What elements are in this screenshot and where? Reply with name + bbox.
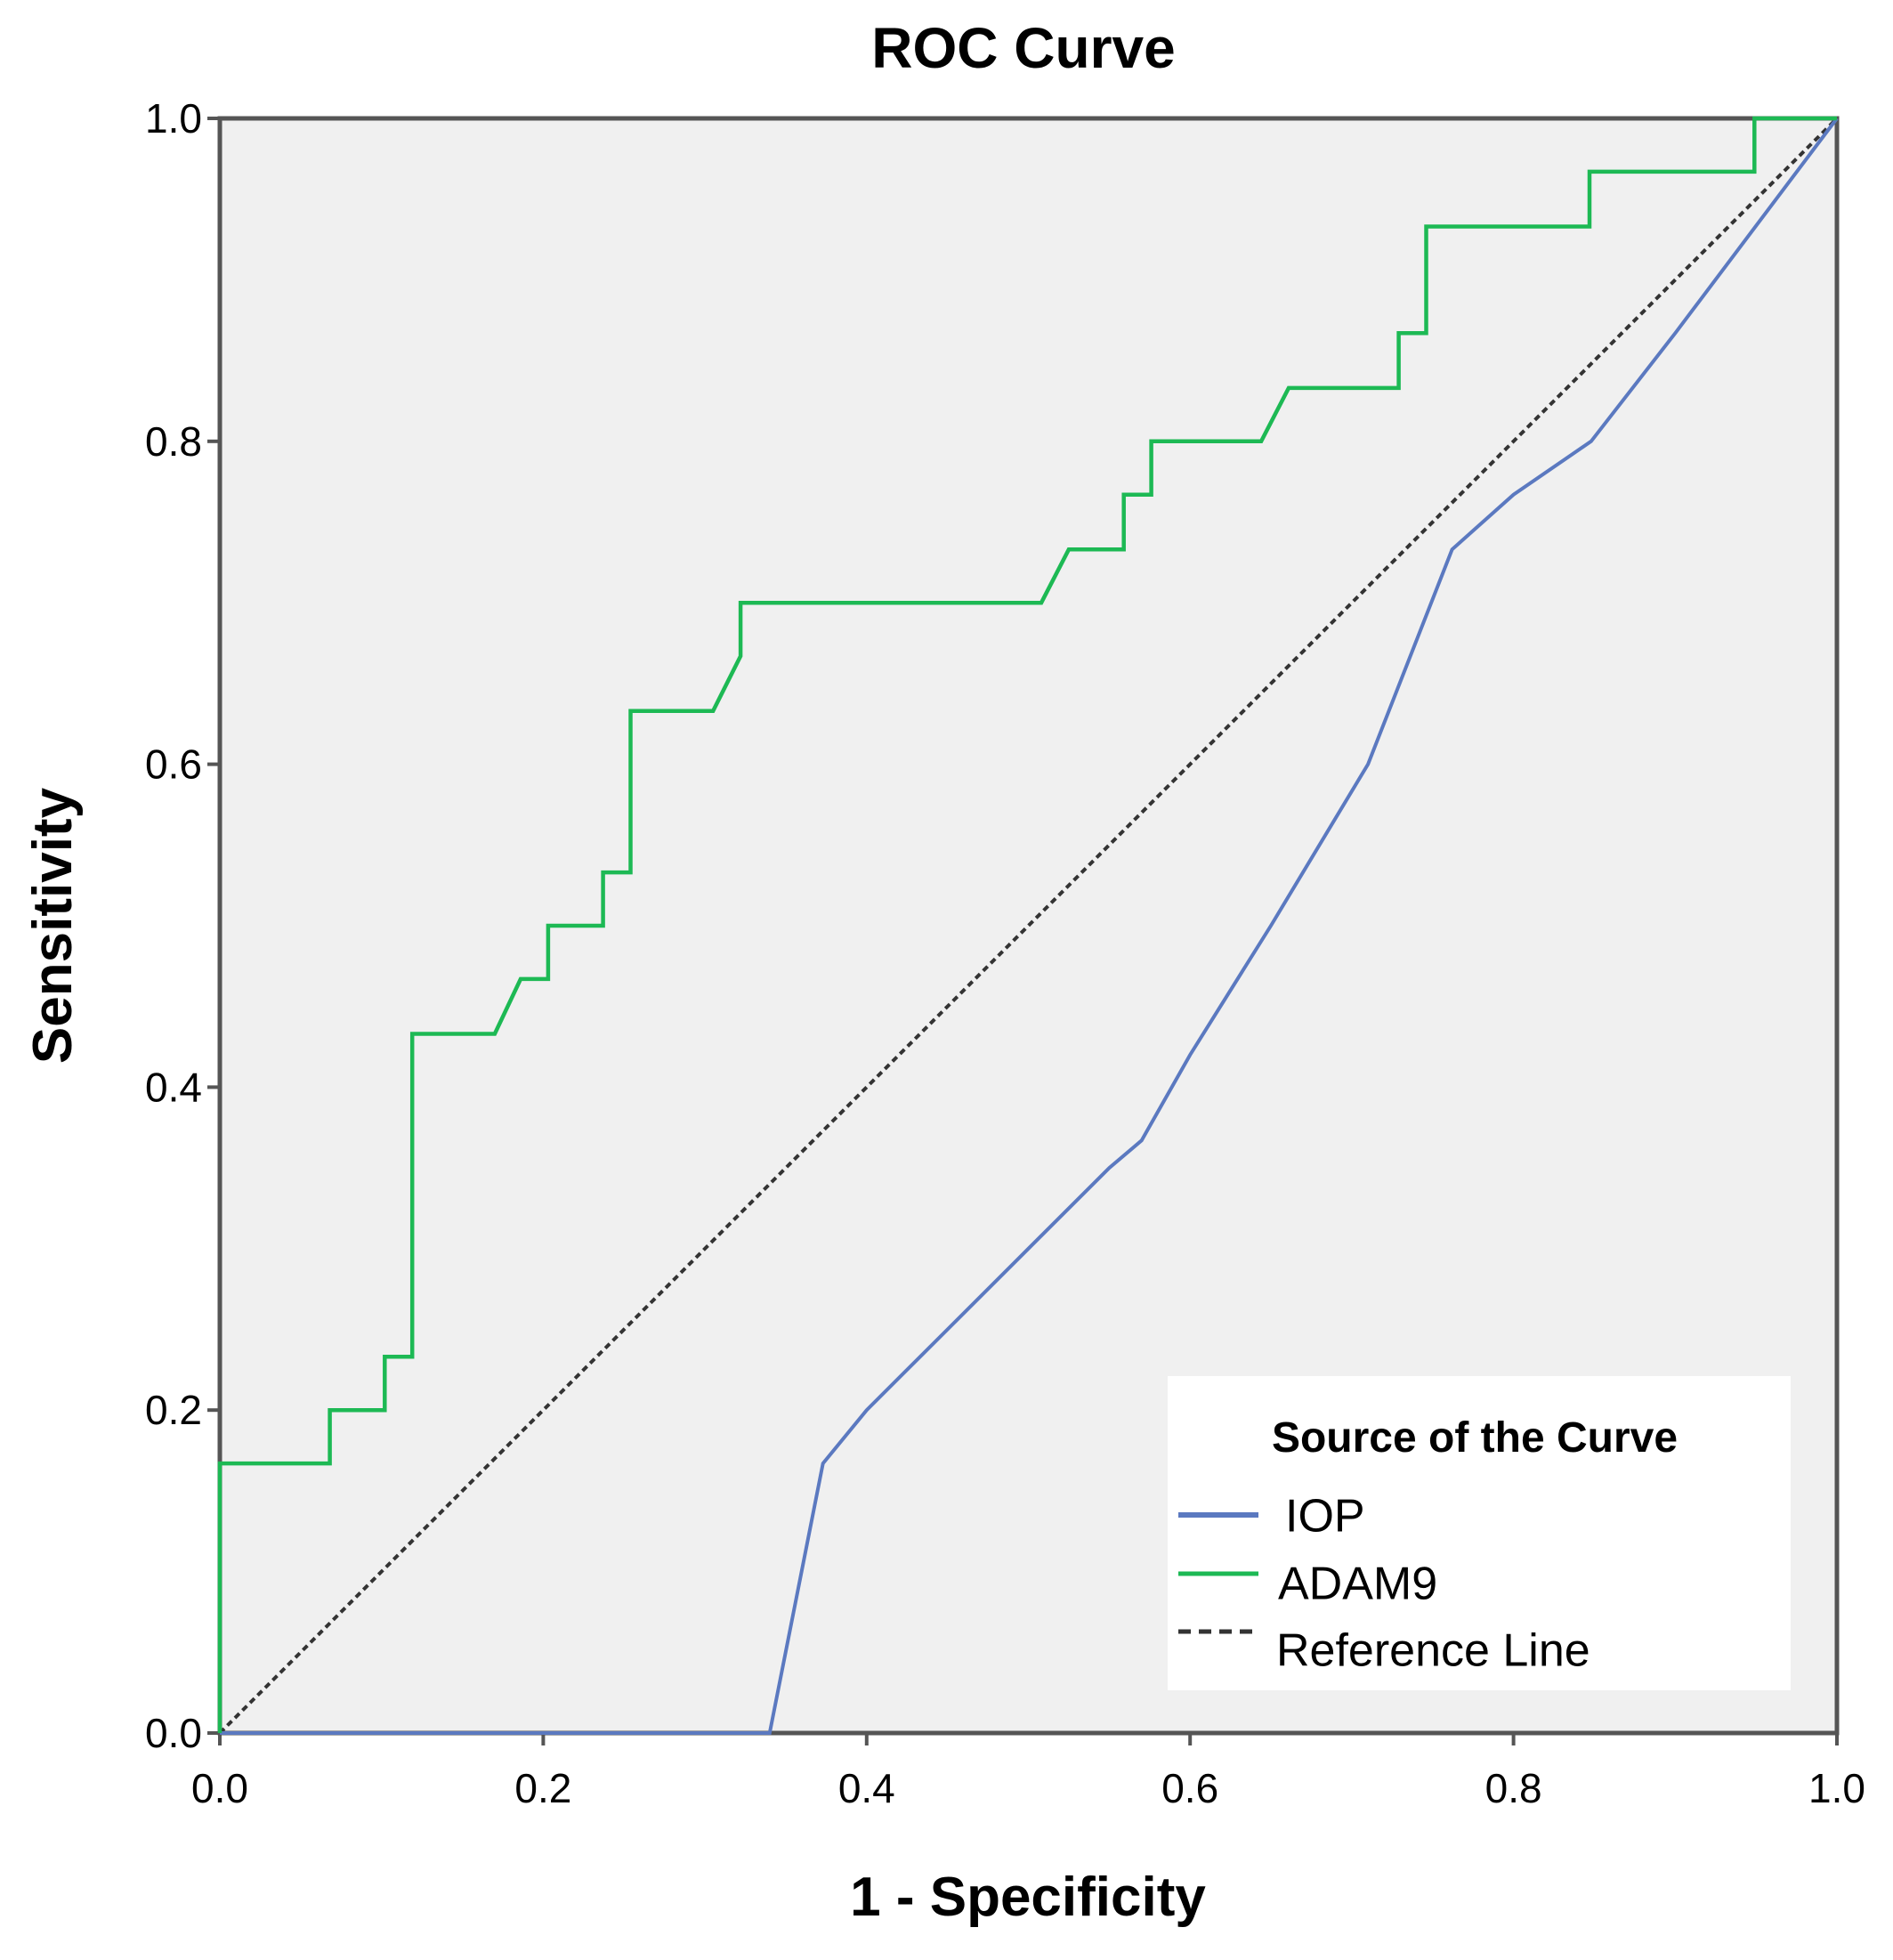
legend-label-iop: IOP: [1285, 1491, 1365, 1543]
legend-label-reference-line: Reference Line: [1276, 1625, 1590, 1677]
series-line-adam9: [217, 116, 1837, 1733]
axis-ticks: 0.0 0.2 0.4 0.6 0.8 1.0 0.0 0.2 0.4 0.6 0.8 1.0: [145, 95, 1865, 1811]
y-tick-label: 0.4: [145, 1064, 202, 1110]
series-line-reference-line: [218, 117, 1839, 1735]
y-tick-label: 0.0: [145, 1710, 202, 1756]
legend-label-adam9: ADAM9: [1278, 1559, 1437, 1610]
x-tick-label: 0.2: [514, 1765, 571, 1811]
y-tick-label: 0.6: [145, 741, 202, 788]
legend-box: [1168, 1376, 1791, 1690]
legend: Source of the Curve IOP ADAM9 Reference …: [1168, 1376, 1791, 1690]
x-axis-label: 1 - Specificity: [850, 1867, 1206, 1928]
x-tick-label: 1.0: [1808, 1765, 1865, 1811]
x-tick-label: 0.8: [1485, 1765, 1542, 1811]
y-tick-label: 0.8: [145, 418, 202, 465]
y-axis-label: Sensitivity: [22, 787, 84, 1064]
series-layer: [217, 116, 1839, 1735]
x-tick-label: 0.0: [191, 1765, 248, 1811]
y-tick-label: 0.2: [145, 1387, 202, 1433]
y-tick-label: 1.0: [145, 95, 202, 142]
chart-title: ROC Curve: [871, 16, 1175, 80]
series-line-iop: [220, 117, 1839, 1735]
legend-title: Source of the Curve: [1272, 1414, 1678, 1462]
x-tick-label: 0.6: [1161, 1765, 1218, 1811]
x-tick-label: 0.4: [838, 1765, 895, 1811]
